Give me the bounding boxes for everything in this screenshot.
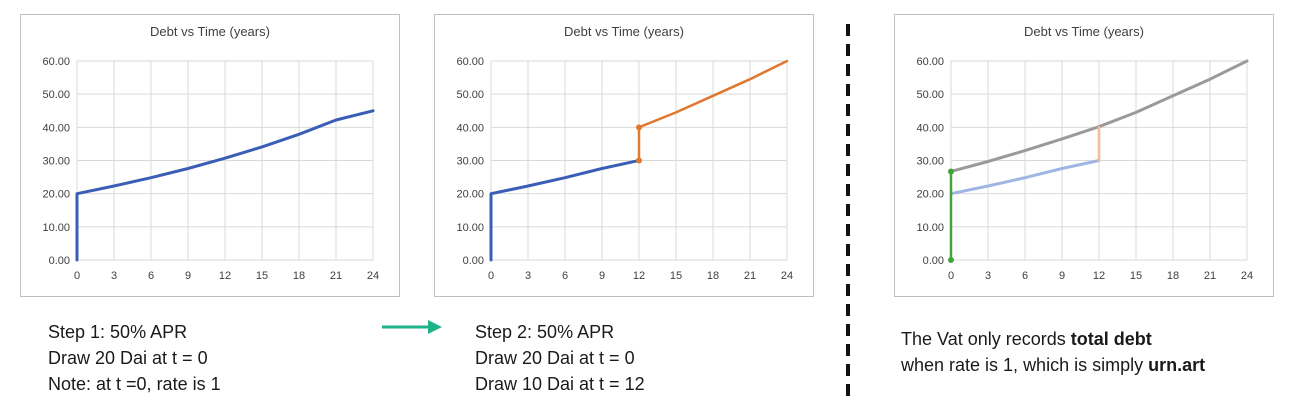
- y-tick-label: 50.00: [42, 89, 70, 101]
- y-tick-label: 20.00: [42, 189, 70, 201]
- y-tick-label: 10.00: [916, 222, 944, 234]
- y-tick-label: 40.00: [916, 122, 944, 134]
- x-tick-label: 6: [562, 270, 568, 282]
- y-tick-label: 30.00: [916, 156, 944, 168]
- debt-chart-step1: 0 3 6 9 12 15 18 21 24 0.00 10.00 20.00 30.00 40.00 50…: [42, 56, 379, 282]
- x-tick-label: 18: [1167, 270, 1179, 282]
- arrow-right-icon: [382, 320, 442, 334]
- y-tick-label: 0.00: [49, 255, 70, 267]
- caption-line: Draw 10 Dai at t = 12: [475, 374, 645, 394]
- x-tick-label: 18: [293, 270, 305, 282]
- caption-line: Step 2: 50% APR: [475, 322, 615, 342]
- chart-panel-vat: Debt vs Time (years) 0 3 6 9 12 15 18 21 24 0.00 1…: [894, 14, 1274, 297]
- x-tick-label: 21: [330, 270, 342, 282]
- x-tick-label: 9: [599, 270, 605, 282]
- x-tick-label: 15: [670, 270, 682, 282]
- data-point: [948, 168, 954, 175]
- caption-line: when rate is 1, which is simply urn.art: [901, 352, 1205, 378]
- x-tick-label: 6: [1022, 270, 1028, 282]
- chart-title: Debt vs Time (years): [1024, 24, 1144, 39]
- caption-line: Draw 20 Dai at t = 0: [48, 348, 208, 368]
- data-point: [636, 124, 642, 131]
- y-tick-label: 50.00: [456, 89, 484, 101]
- x-tick-label: 15: [256, 270, 268, 282]
- caption-text: The Vat only records: [901, 329, 1071, 349]
- chart-title: Debt vs Time (years): [150, 24, 270, 39]
- caption-line: The Vat only records total debt: [901, 326, 1205, 352]
- x-tick-label: 21: [744, 270, 756, 282]
- x-tick-label: 24: [1241, 270, 1253, 282]
- section-divider: [846, 24, 850, 404]
- x-tick-label: 0: [488, 270, 494, 282]
- x-tick-label: 12: [1093, 270, 1105, 282]
- y-tick-label: 30.00: [456, 156, 484, 168]
- chart-title: Debt vs Time (years): [564, 24, 684, 39]
- x-tick-label: 21: [1204, 270, 1216, 282]
- x-tick-label: 12: [219, 270, 231, 282]
- y-tick-label: 30.00: [42, 156, 70, 168]
- caption-emphasis: total debt: [1070, 329, 1152, 349]
- caption-line: Note: at t =0, rate is 1: [48, 374, 221, 394]
- series-line: [489, 159, 641, 262]
- x-tick-label: 24: [781, 270, 793, 282]
- y-tick-label: 10.00: [42, 222, 70, 234]
- series-line: [75, 109, 375, 262]
- caption-text: when rate is 1, which is simply: [901, 355, 1149, 375]
- y-tick-label: 60.00: [916, 56, 944, 68]
- vat-caption: The Vat only records total debt when rat…: [901, 326, 1205, 378]
- y-tick-label: 0.00: [923, 255, 944, 267]
- x-tick-label: 3: [525, 270, 531, 282]
- debt-chart-step2: 0 3 6 9 12 15 18 21 24 0.00 10.00 20.00 30.00 40.00 50…: [456, 56, 793, 282]
- chart-panel-step2: Debt vs Time (years) 0 3 6 9 12 15 18 21 24 0.00 1…: [434, 14, 814, 297]
- x-tick-label: 15: [1130, 270, 1142, 282]
- x-tick-label: 12: [633, 270, 645, 282]
- data-point: [948, 257, 954, 263]
- x-tick-label: 9: [185, 270, 191, 282]
- step2-caption: Step 2: 50% APR Draw 20 Dai at t = 0 Dra…: [475, 319, 645, 397]
- x-tick-label: 18: [707, 270, 719, 282]
- x-tick-label: 24: [367, 270, 379, 282]
- y-tick-label: 40.00: [456, 122, 484, 134]
- x-tick-label: 0: [948, 270, 954, 282]
- y-tick-label: 0.00: [463, 255, 484, 267]
- y-tick-label: 60.00: [42, 56, 70, 68]
- y-tick-label: 60.00: [456, 56, 484, 68]
- x-tick-label: 3: [111, 270, 117, 282]
- y-tick-label: 20.00: [456, 189, 484, 201]
- caption-line: Draw 20 Dai at t = 0: [475, 348, 635, 368]
- data-point: [636, 157, 642, 164]
- chart-panel-step1: Debt vs Time (years) 0 3 6 9 12 15 18 21 24 0.00 1…: [20, 14, 400, 297]
- caption-line: Step 1: 50% APR: [48, 322, 188, 342]
- series-line: [949, 159, 1101, 196]
- debt-chart-vat: 0 3 6 9 12 15 18 21 24 0.00 10.00 20.00 30.00 40.00 50…: [916, 56, 1253, 282]
- x-tick-label: 6: [148, 270, 154, 282]
- step1-caption: Step 1: 50% APR Draw 20 Dai at t = 0 Not…: [48, 319, 221, 397]
- x-tick-label: 3: [985, 270, 991, 282]
- y-tick-label: 10.00: [456, 222, 484, 234]
- y-tick-label: 40.00: [42, 122, 70, 134]
- y-tick-label: 20.00: [916, 189, 944, 201]
- y-tick-label: 50.00: [916, 89, 944, 101]
- x-tick-label: 0: [74, 270, 80, 282]
- caption-emphasis: urn.art: [1148, 355, 1206, 375]
- series-line: [637, 59, 789, 162]
- x-tick-label: 9: [1059, 270, 1065, 282]
